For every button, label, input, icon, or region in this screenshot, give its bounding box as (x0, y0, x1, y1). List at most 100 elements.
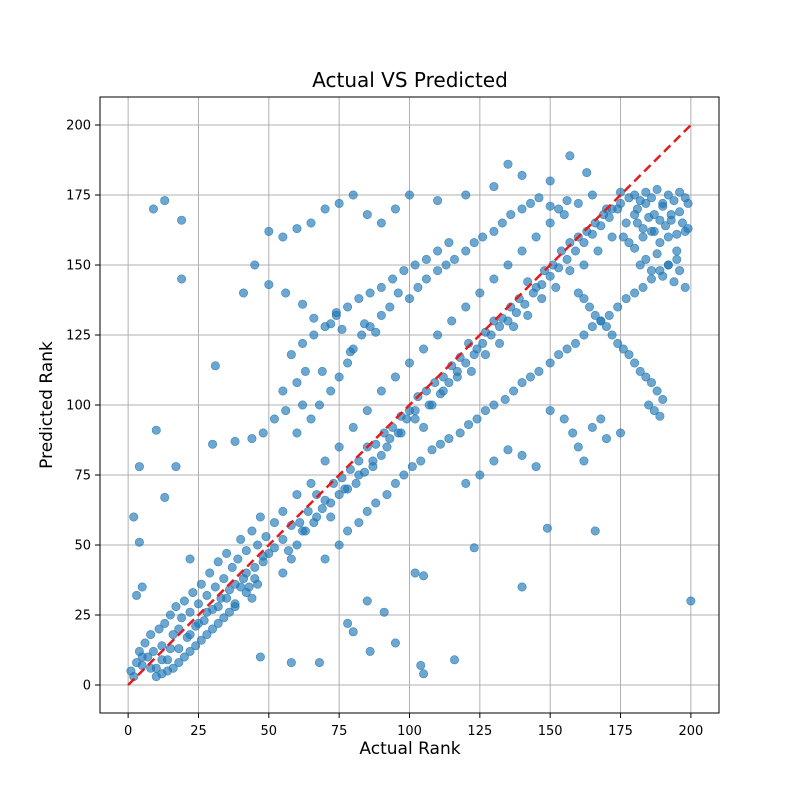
data-point (326, 386, 336, 396)
data-point (286, 350, 296, 360)
x-tick-label: 150 (538, 724, 563, 739)
data-point (433, 330, 443, 340)
data-point (461, 190, 471, 200)
data-point (269, 518, 279, 528)
data-point (621, 218, 631, 228)
data-point (385, 434, 395, 444)
data-point (525, 198, 535, 208)
data-point (520, 299, 530, 309)
data-point (616, 428, 626, 438)
data-point (362, 406, 372, 416)
data-point (587, 322, 597, 332)
data-point (441, 260, 451, 270)
data-point (663, 232, 673, 242)
data-point (618, 232, 628, 242)
data-point (421, 254, 431, 264)
data-point (545, 176, 555, 186)
data-point (416, 660, 426, 670)
data-point (300, 526, 310, 536)
data-point (196, 579, 206, 589)
data-point (419, 422, 429, 432)
data-point (393, 428, 403, 438)
data-point (641, 254, 651, 264)
data-point (435, 389, 445, 399)
data-point (298, 299, 308, 309)
data-point (655, 411, 665, 421)
data-point (444, 378, 454, 388)
data-point (646, 193, 656, 203)
chart-title: Actual VS Predicted (312, 68, 508, 92)
data-point (568, 428, 578, 438)
data-point (185, 554, 195, 564)
data-point (638, 224, 648, 234)
data-point (317, 366, 327, 376)
data-point (413, 282, 423, 292)
data-point (683, 224, 693, 234)
data-point (461, 478, 471, 488)
data-point (489, 182, 499, 192)
data-point (672, 246, 682, 256)
data-point (528, 288, 538, 298)
data-point (531, 462, 541, 472)
data-point (298, 338, 308, 348)
x-tick-label: 100 (397, 724, 422, 739)
data-point (427, 445, 437, 455)
data-point (309, 330, 319, 340)
y-axis-ticks: 0 25 50 75 100 125 150 175 200 (66, 119, 100, 694)
data-point (419, 571, 429, 581)
data-point (478, 232, 488, 242)
data-point (334, 540, 344, 550)
data-point (630, 288, 640, 298)
data-point (480, 350, 490, 360)
data-point (579, 238, 589, 248)
data-point (644, 400, 654, 410)
data-point (630, 190, 640, 200)
data-point (607, 330, 617, 340)
data-point (146, 663, 156, 673)
data-point (210, 361, 220, 371)
data-point (390, 638, 400, 648)
data-point (672, 229, 682, 239)
data-point (624, 350, 634, 360)
data-point (433, 266, 443, 276)
data-point (469, 543, 479, 553)
data-point (174, 644, 184, 654)
data-point (348, 190, 358, 200)
data-point (404, 190, 414, 200)
data-point (160, 618, 170, 628)
y-tick-label: 175 (66, 189, 91, 204)
data-point (208, 439, 218, 449)
data-point (587, 422, 597, 432)
data-point (579, 294, 589, 304)
data-point (675, 187, 685, 197)
data-point (193, 618, 203, 628)
data-point (556, 246, 566, 256)
data-point (191, 641, 201, 651)
data-point (624, 238, 634, 248)
data-point (261, 532, 271, 542)
data-point (630, 210, 640, 220)
data-point (376, 386, 386, 396)
data-point (388, 274, 398, 284)
data-point (672, 254, 682, 264)
data-point (596, 316, 606, 326)
data-point (376, 282, 386, 292)
x-axis-label: Actual Rank (359, 739, 460, 759)
data-point (230, 436, 240, 446)
data-point (278, 232, 288, 242)
data-point (565, 151, 575, 161)
data-point (641, 372, 651, 382)
data-point (565, 266, 575, 276)
data-point (314, 658, 324, 668)
data-point (317, 504, 327, 514)
data-point (604, 310, 614, 320)
data-point (649, 226, 659, 236)
data-point (669, 196, 679, 206)
data-point (571, 246, 581, 256)
data-point (292, 540, 302, 550)
data-point (334, 198, 344, 208)
x-tick-label: 0 (124, 724, 132, 739)
data-point (165, 610, 175, 620)
data-point (236, 534, 246, 544)
data-point (306, 414, 316, 424)
